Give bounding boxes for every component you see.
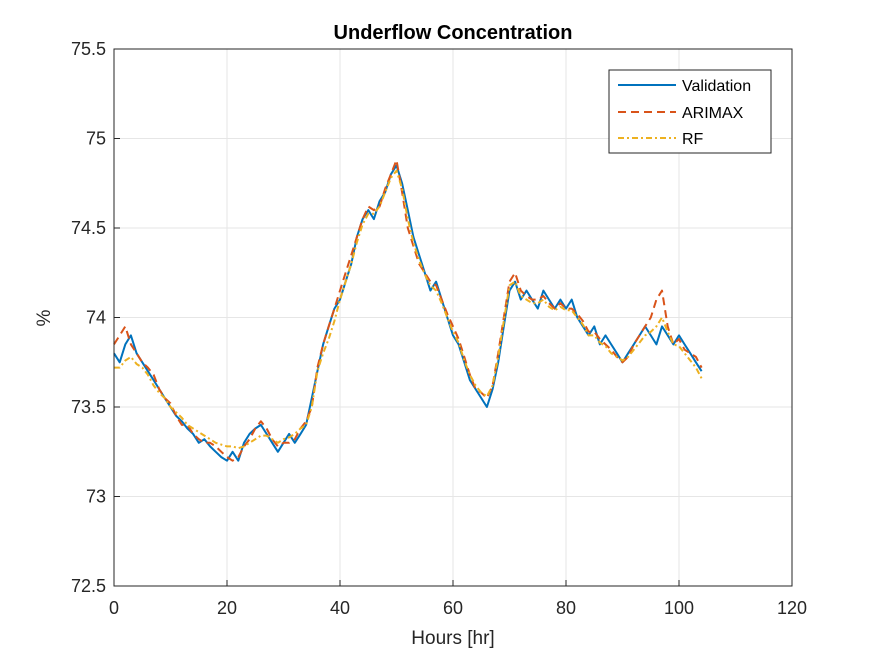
x-tick-label: 60	[443, 598, 463, 618]
ticks: 0 20 40 60 80 100 120 72.5 73 73.5 74 74.5 75 75.5	[71, 39, 807, 618]
x-tick-label: 100	[664, 598, 694, 618]
x-tick-label: 120	[777, 598, 807, 618]
y-tick-label: 74.5	[71, 218, 106, 238]
legend-label-rf: RF	[682, 131, 704, 148]
y-tick-label: 75.5	[71, 39, 106, 59]
y-tick-label: 73	[86, 487, 106, 507]
series-line-validation	[113, 164, 703, 462]
y-tick-label: 75	[86, 129, 106, 149]
series-layer	[113, 159, 703, 462]
y-tick-label: 74	[86, 308, 106, 328]
x-axis-label: Hours [hr]	[411, 628, 494, 649]
legend-label-arimax: ARIMAX	[682, 105, 744, 122]
x-tick-label: 40	[330, 598, 350, 618]
legend: Validation ARIMAX RF	[608, 69, 772, 154]
series-line-arimax	[113, 159, 703, 462]
y-axis-label: %	[34, 309, 55, 326]
x-tick-label: 0	[109, 598, 119, 618]
y-tick-label: 73.5	[71, 397, 106, 417]
chart-title: Underflow Concentration	[334, 22, 573, 44]
x-tick-label: 80	[556, 598, 576, 618]
y-tick-label: 72.5	[71, 576, 106, 596]
x-tick-label: 20	[217, 598, 237, 618]
legend-label-validation: Validation	[682, 78, 751, 95]
